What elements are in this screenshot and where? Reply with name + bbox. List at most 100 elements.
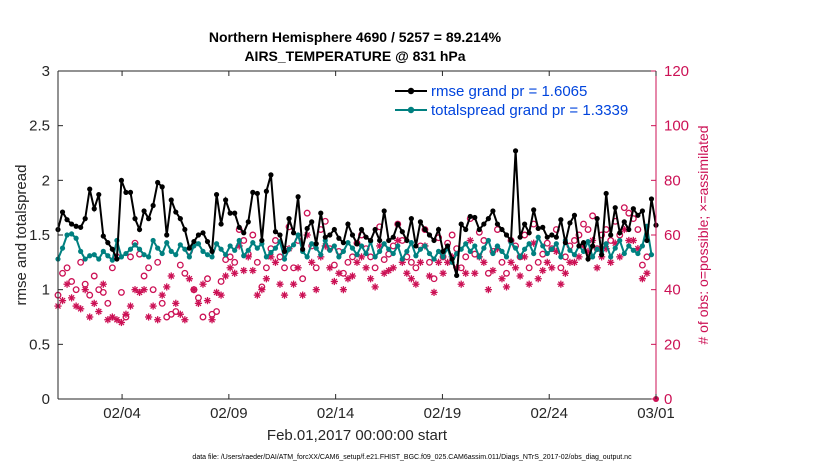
rmse-point [150,202,156,209]
obs-assimilated-point [190,286,198,294]
rmse-point [558,217,564,223]
asterisk-stroke [417,259,424,266]
spread-point [177,242,183,248]
obs-assimilated-point [312,286,320,294]
spread-point [363,250,369,257]
obs-assimilated-point [140,286,148,294]
asterisk-stroke [508,259,515,266]
obs-assimilated-point [117,318,126,327]
rmse-point [136,226,143,233]
asterisk-stroke [408,275,415,282]
obs-possible-point [68,278,76,285]
obs-assimilated-point [249,266,257,275]
rmse-point [508,237,514,244]
obs-assimilated-point [439,269,447,277]
obs-possible-point [154,258,162,266]
asterisk-stroke [258,286,265,293]
y-tick-label: 1 [42,282,50,299]
rmse-point [281,248,288,254]
spread-point [87,253,93,259]
asterisk-stroke [440,270,447,277]
asterisk-stroke [526,281,533,288]
asterisk-stroke [548,264,555,271]
rmse-point [82,216,88,222]
spread-point [159,250,165,257]
spread-point [241,253,247,259]
obs-assimilated-point [394,236,402,245]
asterisk-stroke [571,259,578,266]
rmse-point [408,216,414,222]
spread-point [268,249,274,256]
obs-possible-point [380,256,388,264]
spread-point [68,231,75,237]
rmse-point [91,206,97,212]
asterisk-stroke [227,264,234,271]
rmse-point [327,232,333,238]
obs-assimilated-point [167,272,175,280]
rmse-point [286,216,292,222]
asterisk-stroke [231,270,238,277]
obs-assimilated-point [226,264,234,272]
spread-point [621,250,627,257]
asterisk-stroke [263,275,270,282]
spread-point [567,247,573,253]
obs-assimilated-point [145,313,153,321]
spread-point [553,241,559,247]
spread-point [499,248,505,254]
rmse-point [540,224,546,230]
rmse-point [250,189,256,195]
obs-assimilated-point [516,272,524,280]
asterisk-stroke [539,267,546,274]
asterisk-stroke [313,286,320,293]
obs-assimilated-point [108,313,116,321]
asterisk-stroke [118,319,125,326]
asterisk-stroke [467,237,474,244]
rmse-point [377,237,383,244]
obs-assimilated-point [548,264,556,272]
obs-possible-point [638,261,646,269]
rmse-point [417,219,424,225]
obs-assimilated-point [90,299,98,307]
rmse-point [100,233,106,239]
obs-assimilated-point [389,264,397,272]
obs-assimilated-point [502,283,511,291]
obs-possible-point [213,308,221,315]
rmse-point [213,191,220,198]
obs-assimilated-point [253,291,261,299]
rmse-point [118,177,125,183]
asterisk-stroke [517,273,524,279]
obs-possible-point [59,269,66,277]
rmse-point [105,240,111,246]
asterisk-stroke [150,303,157,310]
rmse-point [490,208,496,214]
data-file-footnote: data file: /Users/raeder/DAI/ATM_forcXX/… [192,454,632,461]
obs-possible-point [643,253,651,261]
spread-point [132,242,138,248]
obs-possible-point [448,231,456,239]
rmse-point [268,172,274,178]
asterisk-stroke [195,300,202,307]
asterisk-stroke [209,316,216,323]
spread-point [227,243,233,249]
rmse-point [340,240,347,246]
asterisk-stroke [59,297,66,304]
asterisk-stroke [100,281,107,288]
asterisk-stroke [281,292,288,299]
spread-point [123,250,129,257]
asterisk-stroke [412,281,419,288]
asterisk-stroke [444,259,451,266]
rmse-point [259,237,265,244]
spread-point [413,253,419,259]
asterisk-stroke [245,253,252,260]
rmse-point [114,256,120,262]
asterisk-stroke [132,286,138,293]
obs-possible-point [421,226,429,233]
obs-possible-point [226,253,234,261]
spread-point [463,241,469,247]
asterisk-stroke [64,281,71,288]
asterisk-stroke [113,316,120,323]
obs-assimilated-point [462,269,470,277]
asterisk-stroke [127,303,134,310]
spread-point [535,234,541,240]
obs-assimilated-point [203,297,212,305]
